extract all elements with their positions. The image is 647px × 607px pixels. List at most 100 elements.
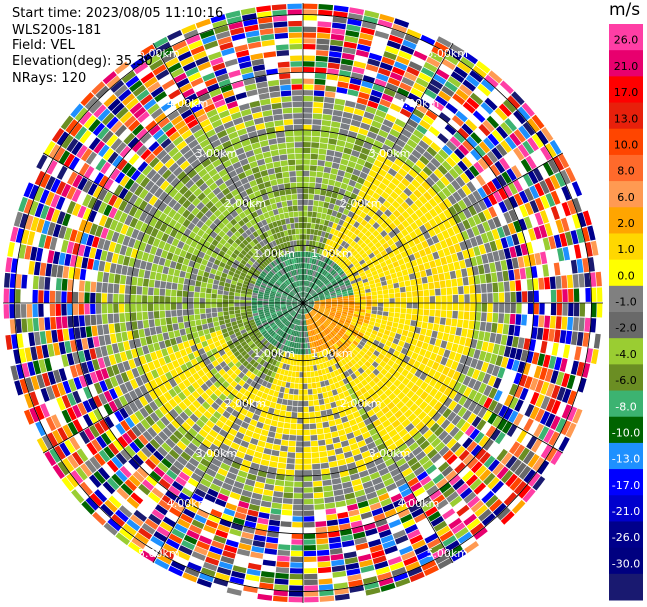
gate-cell: [377, 257, 385, 264]
gate-cell: [314, 84, 325, 91]
gate-cell: [336, 506, 348, 514]
gate-cell: [410, 375, 419, 384]
gate-cell: [204, 493, 217, 503]
gate-cell: [165, 453, 176, 464]
gate-cell: [107, 283, 114, 294]
gate-cell: [406, 291, 412, 298]
gate-cell: [380, 338, 387, 345]
gate-cell: [334, 418, 343, 425]
gate-cell: [408, 273, 416, 280]
gate-cell: [280, 304, 286, 307]
gate-cell: [398, 462, 410, 472]
gate-cell: [514, 399, 524, 412]
gate-cell: [305, 280, 308, 287]
gate-cell: [401, 395, 410, 405]
gate-cell: [286, 300, 292, 302]
gate-cell: [331, 192, 339, 199]
gate-cell: [245, 297, 252, 301]
gate-cell: [307, 377, 312, 384]
gate-cell: [508, 410, 519, 424]
gate-cell: [343, 228, 350, 236]
gate-cell: [458, 144, 470, 156]
gate-cell: [423, 480, 435, 491]
gate-cell: [153, 303, 159, 311]
gate-cell: [74, 327, 81, 340]
gate-cell: [260, 328, 266, 334]
gate-cell: [408, 154, 419, 164]
gate-cell: [303, 412, 310, 418]
gate-cell: [364, 360, 372, 368]
gate-cell: [510, 303, 516, 314]
gate-cell: [369, 414, 379, 423]
gate-cell: [154, 558, 170, 570]
gate-cell: [392, 261, 400, 268]
gate-cell: [310, 276, 314, 282]
gate-cell: [386, 550, 400, 560]
gate-cell: [487, 303, 493, 313]
gate-cell: [282, 345, 287, 351]
gate-cell: [278, 329, 283, 336]
gate-cell: [541, 463, 555, 479]
gate-cell: [359, 289, 366, 294]
gate-cell: [214, 275, 221, 281]
gate-cell: [24, 393, 34, 409]
gate-cell: [361, 117, 373, 125]
gate-cell: [323, 263, 328, 270]
gate-cell: [158, 430, 169, 442]
gate-cell: [540, 340, 548, 354]
gate-cell: [122, 360, 131, 372]
gate-cell: [368, 280, 375, 285]
gate-cell: [218, 561, 233, 570]
gate-cell: [498, 281, 505, 292]
gate-cell: [295, 458, 303, 464]
gate-cell: [287, 322, 292, 328]
gate-cell: [357, 231, 365, 239]
gate-cell: [270, 420, 278, 427]
gate-cell: [244, 323, 251, 329]
gate-cell: [492, 343, 500, 355]
gate-cell: [577, 212, 587, 228]
gate-cell: [585, 241, 593, 257]
gate-cell: [38, 276, 45, 290]
gate-cell: [426, 161, 437, 172]
gate-cell: [431, 183, 442, 194]
gate-cell: [329, 215, 336, 223]
gate-cell: [493, 402, 503, 415]
gate-cell: [461, 156, 473, 169]
gate-cell: [508, 209, 518, 222]
gate-cell: [473, 431, 485, 444]
gate-cell: [72, 404, 82, 418]
gate-cell: [386, 401, 396, 410]
gate-cell: [357, 367, 365, 375]
gate-cell: [492, 502, 507, 517]
gate-cell: [67, 421, 79, 436]
gate-cell: [185, 417, 195, 427]
gate-cell: [533, 303, 539, 315]
gate-cell: [390, 493, 403, 503]
gate-cell: [104, 261, 111, 273]
gate-cell: [511, 257, 519, 269]
gate-cell: [157, 462, 169, 473]
gate-cell: [342, 249, 349, 256]
gate-cell: [496, 323, 504, 334]
gate-cell: [30, 246, 38, 261]
gate-cell: [303, 159, 310, 165]
gate-cell: [101, 282, 108, 293]
gate-cell: [168, 331, 175, 339]
gate-cell: [475, 303, 482, 312]
gate-cell: [391, 566, 407, 577]
gate-cell: [184, 321, 191, 329]
gate-cell: [124, 404, 134, 416]
gate-cell: [425, 130, 437, 142]
gate-cell: [322, 374, 328, 381]
gate-cell: [347, 254, 354, 261]
gate-cell: [3, 304, 10, 319]
gate-cell: [324, 502, 336, 509]
gate-cell: [331, 389, 338, 396]
gate-cell: [295, 447, 303, 453]
gate-cell: [347, 211, 355, 218]
gate-cell: [144, 353, 153, 363]
gate-cell: [505, 473, 518, 488]
gate-cell: [354, 303, 361, 306]
gate-cell: [253, 534, 266, 542]
